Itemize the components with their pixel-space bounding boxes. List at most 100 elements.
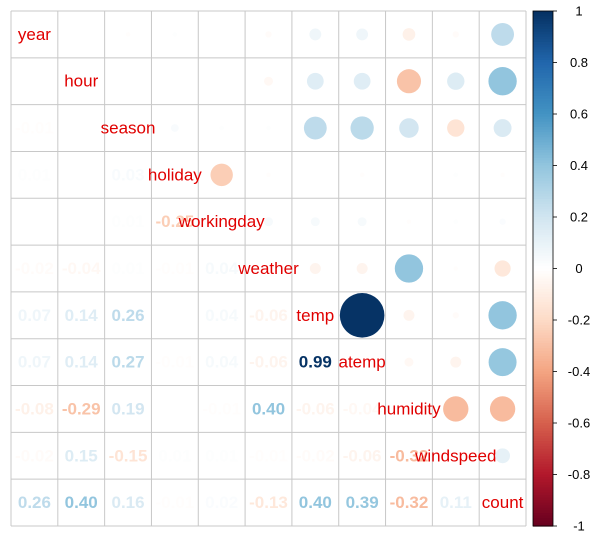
corr-value-temp-year: 0.07 bbox=[18, 306, 51, 325]
colorbar-segment bbox=[533, 477, 553, 481]
corr-value-count-season: 0.16 bbox=[111, 493, 144, 512]
corr-value-workingday-year: 0.00 bbox=[18, 212, 51, 231]
colorbar-segment bbox=[533, 155, 553, 159]
corr-value-count-year: 0.26 bbox=[18, 493, 51, 512]
colorbar-segment bbox=[533, 366, 553, 370]
colorbar-segment bbox=[533, 217, 553, 221]
colorbar-segment bbox=[533, 175, 553, 179]
colorbar-segment bbox=[533, 510, 553, 514]
corr-value-atemp-season: 0.27 bbox=[111, 353, 144, 372]
corr-circle-year-windspeed bbox=[452, 31, 459, 38]
colorbar-segment bbox=[533, 34, 553, 38]
corr-circle-workingday-windspeed bbox=[453, 219, 459, 224]
colorbar-segment bbox=[533, 296, 553, 300]
colorbar-segment bbox=[533, 520, 553, 525]
corr-circle-workingday-count bbox=[499, 218, 506, 225]
colorbar-segment bbox=[533, 57, 553, 61]
corr-circle-season-count bbox=[493, 119, 512, 138]
colorbar-segment bbox=[533, 265, 553, 270]
colorbar-segment bbox=[533, 44, 553, 48]
diagonal-label-year: year bbox=[18, 25, 51, 44]
corr-value-atemp-holiday: -0.01 bbox=[155, 353, 194, 372]
corr-circle-hour-season bbox=[127, 80, 129, 82]
colorbar-segment bbox=[533, 80, 553, 84]
corr-circle-season-atemp bbox=[350, 116, 374, 140]
colorbar-segment bbox=[533, 420, 553, 424]
corr-circle-hour-count bbox=[488, 67, 517, 96]
corr-circle-weather-humidity bbox=[394, 254, 424, 283]
colorbar-segment bbox=[533, 407, 553, 411]
colorbar-tick-label: -0.6 bbox=[568, 416, 590, 431]
colorbar-segment bbox=[533, 268, 553, 272]
colorbar-segment bbox=[533, 332, 553, 337]
colorbar-segment bbox=[533, 139, 553, 143]
colorbar-segment bbox=[533, 453, 553, 458]
colorbar-segment bbox=[533, 196, 553, 200]
corr-value-humidity-atemp: -0.04 bbox=[343, 399, 382, 418]
corr-value-temp-season: 0.26 bbox=[111, 306, 144, 325]
colorbar-segment bbox=[533, 495, 553, 499]
corr-value-windspeed-workingday: 0.01 bbox=[205, 446, 238, 465]
colorbar-segment bbox=[533, 36, 553, 40]
colorbar-segment bbox=[533, 142, 553, 146]
colorbar-segment bbox=[533, 83, 553, 87]
colorbar-segment bbox=[533, 425, 553, 429]
colorbar-segment bbox=[533, 304, 553, 308]
corr-circle-weather-atemp bbox=[356, 263, 368, 274]
colorbar-segment bbox=[533, 247, 553, 252]
colorbar-segment bbox=[533, 157, 553, 161]
corr-value-humidity-temp: -0.06 bbox=[296, 399, 335, 418]
colorbar-segment bbox=[533, 219, 553, 223]
colorbar-segment bbox=[533, 93, 553, 97]
colorbar-segment bbox=[533, 286, 553, 290]
colorbar-segment bbox=[533, 515, 553, 519]
colorbar-segment bbox=[533, 245, 553, 249]
diagonal-label-humidity: humidity bbox=[377, 399, 441, 418]
colorbar-segment bbox=[533, 459, 553, 463]
corr-circle-atemp-humidity bbox=[404, 357, 414, 367]
colorbar-segment bbox=[533, 18, 553, 22]
colorbar-tick-label: 1 bbox=[575, 4, 582, 19]
corr-circle-workingday-atemp bbox=[357, 217, 367, 227]
colorbar-segment bbox=[533, 11, 553, 15]
colorbar-segment bbox=[533, 214, 553, 218]
corr-circle-holiday-count bbox=[500, 172, 505, 178]
colorbar-segment bbox=[533, 523, 553, 527]
colorbar-segment bbox=[533, 397, 553, 401]
corr-circle-atemp-windspeed bbox=[450, 356, 462, 368]
corr-value-count-windspeed: 0.11 bbox=[440, 493, 472, 512]
colorbar-segment bbox=[533, 108, 553, 113]
colorbar-segment bbox=[533, 180, 553, 185]
diagonal-label-season: season bbox=[101, 119, 156, 138]
colorbar-segment bbox=[533, 250, 553, 254]
diagonal-label-atemp: atemp bbox=[339, 353, 386, 372]
colorbar-segment bbox=[533, 500, 553, 504]
colorbar-segment bbox=[533, 415, 553, 419]
colorbar-segment bbox=[533, 317, 553, 321]
colorbar-segment bbox=[533, 193, 553, 197]
colorbar-segment bbox=[533, 201, 553, 205]
diagonal-label-count: count bbox=[482, 493, 524, 512]
colorbar-segment bbox=[533, 381, 553, 385]
colorbar-segment bbox=[533, 75, 553, 79]
colorbar-segment bbox=[533, 162, 553, 167]
colorbar-segment bbox=[533, 461, 553, 465]
corr-circle-temp-count bbox=[488, 301, 517, 330]
corr-value-windspeed-year: -0.02 bbox=[15, 446, 54, 465]
colorbar-segment bbox=[533, 255, 553, 259]
colorbar-segment bbox=[533, 173, 553, 177]
colorbar-segment bbox=[533, 371, 553, 375]
corr-circle-year-count bbox=[491, 22, 515, 46]
colorbar-tick-label: -1 bbox=[573, 519, 585, 534]
colorbar-segment bbox=[533, 502, 553, 506]
colorbar-segment bbox=[533, 106, 553, 110]
colorbar-segment bbox=[533, 41, 553, 46]
colorbar-segment bbox=[533, 47, 553, 51]
colorbar-segment bbox=[533, 386, 553, 391]
colorbar-segment bbox=[533, 435, 553, 440]
colorbar-segment bbox=[533, 147, 553, 151]
corr-value-weather-season: 0.01 bbox=[111, 259, 144, 278]
colorbar-segment bbox=[533, 281, 553, 285]
colorbar-segment bbox=[533, 368, 553, 373]
diagonal-label-windspeed: windspeed bbox=[414, 446, 496, 465]
